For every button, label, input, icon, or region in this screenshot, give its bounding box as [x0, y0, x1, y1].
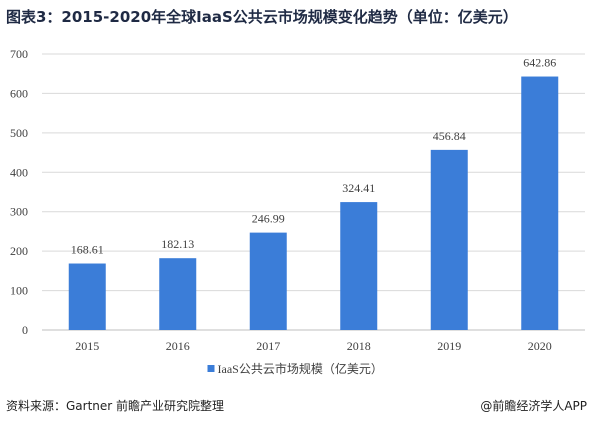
x-tick-label: 2015	[75, 339, 99, 353]
data-label: 168.61	[71, 243, 104, 257]
x-tick-label: 2020	[528, 339, 552, 353]
chart-title: 图表3：2015-2020年全球IaaS公共云市场规模变化趋势（单位：亿美元）	[6, 8, 518, 26]
brand-note: @前瞻经济学人APP	[480, 399, 587, 413]
y-tick-label: 100	[10, 284, 28, 298]
bar	[249, 232, 287, 330]
data-label: 642.86	[523, 56, 556, 70]
bar	[159, 258, 197, 330]
x-tick-label: 2017	[256, 339, 280, 353]
bar	[340, 202, 378, 330]
y-tick-label: 700	[10, 47, 28, 61]
y-tick-label: 0	[22, 323, 28, 337]
bar-chart: 0 100 200 300 400 500 600 700 168.61 2015 182.13 20…	[10, 47, 585, 376]
y-tick-label: 200	[10, 244, 28, 258]
y-tick-label: 500	[10, 126, 28, 140]
data-label: 246.99	[252, 212, 285, 226]
bar	[68, 263, 106, 330]
y-tick-label: 600	[10, 86, 28, 100]
data-label: 182.13	[161, 237, 194, 251]
source-note: 资料来源：Gartner 前瞻产业研究院整理	[6, 399, 225, 413]
y-tick-label: 400	[10, 165, 28, 179]
bar	[430, 149, 468, 330]
data-label: 324.41	[342, 181, 375, 195]
legend-label: IaaS公共云市场规模（亿美元）	[218, 361, 383, 376]
bar	[521, 76, 559, 330]
x-tick-label: 2019	[437, 339, 461, 353]
x-tick-label: 2018	[347, 339, 371, 353]
data-label: 456.84	[433, 129, 466, 143]
chart-area: 0 100 200 300 400 500 600 700 168.61 2015 182.13 20…	[0, 38, 593, 388]
y-tick-label: 300	[10, 205, 28, 219]
legend-swatch	[207, 365, 215, 372]
x-tick-label: 2016	[166, 339, 190, 353]
